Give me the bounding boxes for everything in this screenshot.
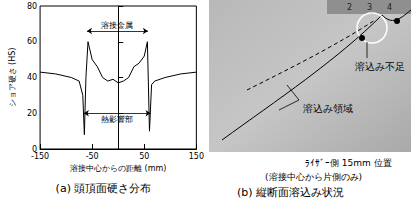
svg-text:60: 60 xyxy=(27,37,37,46)
svg-text:-150: -150 xyxy=(31,152,49,161)
svg-text:2: 2 xyxy=(347,3,352,12)
svg-text:熱影響部: 熱影響部 xyxy=(101,115,133,124)
svg-text:40: 40 xyxy=(27,73,37,82)
svg-text:溶込み領域: 溶込み領域 xyxy=(303,103,353,114)
svg-text:(溶接中心から片側のみ): (溶接中心から片側のみ) xyxy=(265,172,362,182)
svg-text:(a) 頭頂面硬さ分布: (a) 頭頂面硬さ分布 xyxy=(56,182,152,195)
svg-text:ﾗｲｻﾞｰ側 15mm 位置: ﾗｲｻﾞｰ側 15mm 位置 xyxy=(305,158,392,168)
svg-text:4: 4 xyxy=(387,3,392,12)
svg-text:0: 0 xyxy=(32,144,38,154)
svg-text:溶込み不足: 溶込み不足 xyxy=(355,61,405,72)
svg-text:溶接中心からの距離 (mm): 溶接中心からの距離 (mm) xyxy=(70,164,166,173)
svg-text:溶接金属: 溶接金属 xyxy=(101,21,133,30)
svg-text:(b) 縦断面溶込み状況: (b) 縦断面溶込み状況 xyxy=(237,186,344,199)
svg-text:80: 80 xyxy=(27,2,37,11)
svg-text:150: 150 xyxy=(189,152,204,161)
svg-text:50: 50 xyxy=(139,152,149,161)
svg-text:20: 20 xyxy=(27,109,37,118)
svg-text:3: 3 xyxy=(367,3,372,12)
svg-text:ショア硬さ (HS): ショア硬さ (HS) xyxy=(8,48,17,108)
svg-text:-50: -50 xyxy=(86,152,99,161)
